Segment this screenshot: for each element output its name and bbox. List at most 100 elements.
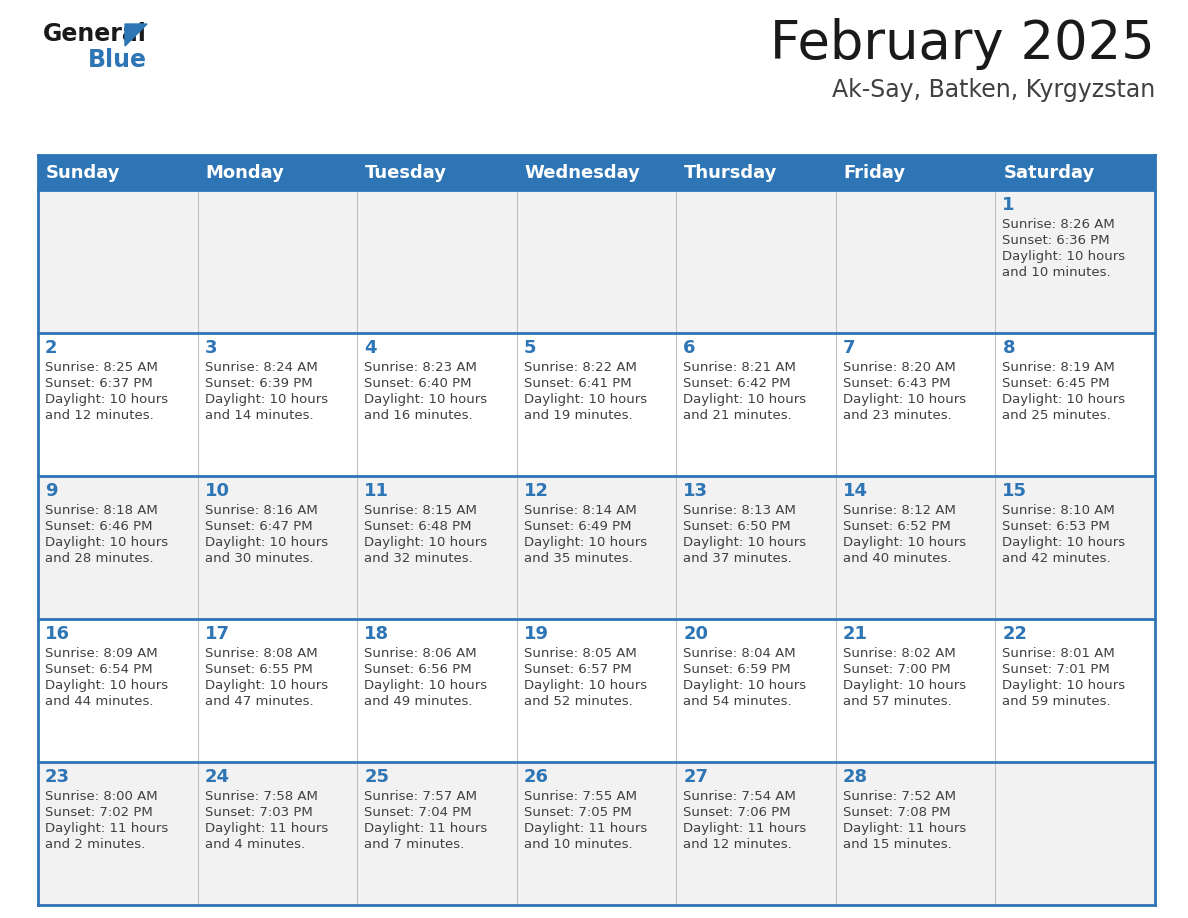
Text: 20: 20 bbox=[683, 625, 708, 643]
Text: Sunset: 6:41 PM: Sunset: 6:41 PM bbox=[524, 377, 631, 390]
Text: Sunset: 7:06 PM: Sunset: 7:06 PM bbox=[683, 806, 791, 819]
Text: Sunrise: 8:06 AM: Sunrise: 8:06 AM bbox=[365, 647, 476, 660]
Text: 18: 18 bbox=[365, 625, 390, 643]
Text: Sunset: 6:37 PM: Sunset: 6:37 PM bbox=[45, 377, 153, 390]
Text: and 10 minutes.: and 10 minutes. bbox=[524, 838, 632, 851]
Text: and 32 minutes.: and 32 minutes. bbox=[365, 553, 473, 565]
Text: Sunrise: 8:23 AM: Sunrise: 8:23 AM bbox=[365, 361, 478, 375]
Text: Sunset: 6:43 PM: Sunset: 6:43 PM bbox=[842, 377, 950, 390]
Text: 21: 21 bbox=[842, 625, 868, 643]
Text: and 12 minutes.: and 12 minutes. bbox=[683, 838, 792, 851]
Text: and 14 minutes.: and 14 minutes. bbox=[204, 409, 314, 422]
Text: 15: 15 bbox=[1003, 482, 1028, 500]
Text: Sunset: 6:47 PM: Sunset: 6:47 PM bbox=[204, 521, 312, 533]
Text: Sunset: 6:59 PM: Sunset: 6:59 PM bbox=[683, 663, 791, 677]
Text: 4: 4 bbox=[365, 339, 377, 357]
Text: Daylight: 10 hours: Daylight: 10 hours bbox=[524, 536, 646, 549]
Text: and 59 minutes.: and 59 minutes. bbox=[1003, 695, 1111, 708]
Text: Daylight: 10 hours: Daylight: 10 hours bbox=[45, 679, 169, 692]
Text: Tuesday: Tuesday bbox=[365, 163, 447, 182]
Text: 5: 5 bbox=[524, 339, 536, 357]
Text: 27: 27 bbox=[683, 768, 708, 786]
Text: and 47 minutes.: and 47 minutes. bbox=[204, 695, 314, 708]
Text: Daylight: 10 hours: Daylight: 10 hours bbox=[1003, 679, 1125, 692]
Text: Sunrise: 8:22 AM: Sunrise: 8:22 AM bbox=[524, 361, 637, 375]
Text: Daylight: 10 hours: Daylight: 10 hours bbox=[1003, 393, 1125, 406]
Text: and 16 minutes.: and 16 minutes. bbox=[365, 409, 473, 422]
Text: Sunrise: 7:52 AM: Sunrise: 7:52 AM bbox=[842, 790, 956, 803]
Text: Sunrise: 8:12 AM: Sunrise: 8:12 AM bbox=[842, 504, 955, 517]
Text: and 35 minutes.: and 35 minutes. bbox=[524, 553, 632, 565]
Bar bbox=[38, 155, 1155, 190]
Text: and 44 minutes.: and 44 minutes. bbox=[45, 695, 153, 708]
Text: Sunrise: 7:58 AM: Sunrise: 7:58 AM bbox=[204, 790, 317, 803]
Text: 7: 7 bbox=[842, 339, 855, 357]
Text: Sunrise: 7:57 AM: Sunrise: 7:57 AM bbox=[365, 790, 478, 803]
Text: and 42 minutes.: and 42 minutes. bbox=[1003, 553, 1111, 565]
Text: 9: 9 bbox=[45, 482, 57, 500]
Text: Daylight: 10 hours: Daylight: 10 hours bbox=[365, 393, 487, 406]
Text: Daylight: 10 hours: Daylight: 10 hours bbox=[842, 393, 966, 406]
Text: Saturday: Saturday bbox=[1004, 163, 1094, 182]
Text: Daylight: 10 hours: Daylight: 10 hours bbox=[842, 536, 966, 549]
Text: Daylight: 11 hours: Daylight: 11 hours bbox=[365, 823, 487, 835]
Text: Daylight: 10 hours: Daylight: 10 hours bbox=[204, 679, 328, 692]
Text: and 54 minutes.: and 54 minutes. bbox=[683, 695, 792, 708]
Text: Daylight: 10 hours: Daylight: 10 hours bbox=[365, 536, 487, 549]
Text: Sunday: Sunday bbox=[46, 163, 120, 182]
Text: Sunset: 6:50 PM: Sunset: 6:50 PM bbox=[683, 521, 791, 533]
Text: Daylight: 11 hours: Daylight: 11 hours bbox=[45, 823, 169, 835]
Text: Daylight: 10 hours: Daylight: 10 hours bbox=[1003, 251, 1125, 263]
Text: Daylight: 10 hours: Daylight: 10 hours bbox=[524, 393, 646, 406]
Text: 2: 2 bbox=[45, 339, 57, 357]
Text: 16: 16 bbox=[45, 625, 70, 643]
Bar bbox=[38, 762, 1155, 905]
Text: and 57 minutes.: and 57 minutes. bbox=[842, 695, 952, 708]
Text: Daylight: 10 hours: Daylight: 10 hours bbox=[45, 536, 169, 549]
Text: 28: 28 bbox=[842, 768, 868, 786]
Text: and 30 minutes.: and 30 minutes. bbox=[204, 553, 314, 565]
Text: and 4 minutes.: and 4 minutes. bbox=[204, 838, 304, 851]
Text: Sunset: 7:05 PM: Sunset: 7:05 PM bbox=[524, 806, 632, 819]
Text: Sunset: 6:53 PM: Sunset: 6:53 PM bbox=[1003, 521, 1110, 533]
Text: and 23 minutes.: and 23 minutes. bbox=[842, 409, 952, 422]
Text: 25: 25 bbox=[365, 768, 390, 786]
Text: 19: 19 bbox=[524, 625, 549, 643]
Text: Wednesday: Wednesday bbox=[525, 163, 640, 182]
Text: Sunrise: 7:54 AM: Sunrise: 7:54 AM bbox=[683, 790, 796, 803]
Bar bbox=[38, 476, 1155, 619]
Text: 14: 14 bbox=[842, 482, 868, 500]
Text: Monday: Monday bbox=[206, 163, 284, 182]
Text: Sunrise: 7:55 AM: Sunrise: 7:55 AM bbox=[524, 790, 637, 803]
Text: Daylight: 11 hours: Daylight: 11 hours bbox=[204, 823, 328, 835]
Text: Daylight: 10 hours: Daylight: 10 hours bbox=[1003, 536, 1125, 549]
Text: Sunrise: 8:18 AM: Sunrise: 8:18 AM bbox=[45, 504, 158, 517]
Text: and 52 minutes.: and 52 minutes. bbox=[524, 695, 632, 708]
Text: Sunset: 7:08 PM: Sunset: 7:08 PM bbox=[842, 806, 950, 819]
Text: Daylight: 10 hours: Daylight: 10 hours bbox=[683, 679, 807, 692]
Text: Sunrise: 8:04 AM: Sunrise: 8:04 AM bbox=[683, 647, 796, 660]
Text: Daylight: 10 hours: Daylight: 10 hours bbox=[204, 536, 328, 549]
Text: Daylight: 11 hours: Daylight: 11 hours bbox=[683, 823, 807, 835]
Text: and 7 minutes.: and 7 minutes. bbox=[365, 838, 465, 851]
Text: 8: 8 bbox=[1003, 339, 1015, 357]
Text: Sunrise: 8:13 AM: Sunrise: 8:13 AM bbox=[683, 504, 796, 517]
Text: Daylight: 10 hours: Daylight: 10 hours bbox=[204, 393, 328, 406]
Text: Sunrise: 8:10 AM: Sunrise: 8:10 AM bbox=[1003, 504, 1116, 517]
Text: Sunset: 6:36 PM: Sunset: 6:36 PM bbox=[1003, 234, 1110, 247]
Text: Sunset: 6:54 PM: Sunset: 6:54 PM bbox=[45, 663, 152, 677]
Text: Sunset: 6:46 PM: Sunset: 6:46 PM bbox=[45, 521, 152, 533]
Text: Sunset: 6:52 PM: Sunset: 6:52 PM bbox=[842, 521, 950, 533]
Bar bbox=[38, 190, 1155, 333]
Text: Daylight: 10 hours: Daylight: 10 hours bbox=[683, 536, 807, 549]
Text: and 21 minutes.: and 21 minutes. bbox=[683, 409, 792, 422]
Text: Sunset: 7:02 PM: Sunset: 7:02 PM bbox=[45, 806, 153, 819]
Text: 3: 3 bbox=[204, 339, 217, 357]
Text: Sunrise: 8:01 AM: Sunrise: 8:01 AM bbox=[1003, 647, 1116, 660]
Text: and 19 minutes.: and 19 minutes. bbox=[524, 409, 632, 422]
Text: Sunset: 6:49 PM: Sunset: 6:49 PM bbox=[524, 521, 631, 533]
Text: 12: 12 bbox=[524, 482, 549, 500]
Text: Sunrise: 8:25 AM: Sunrise: 8:25 AM bbox=[45, 361, 158, 375]
Text: Daylight: 10 hours: Daylight: 10 hours bbox=[842, 679, 966, 692]
Text: Sunset: 6:40 PM: Sunset: 6:40 PM bbox=[365, 377, 472, 390]
